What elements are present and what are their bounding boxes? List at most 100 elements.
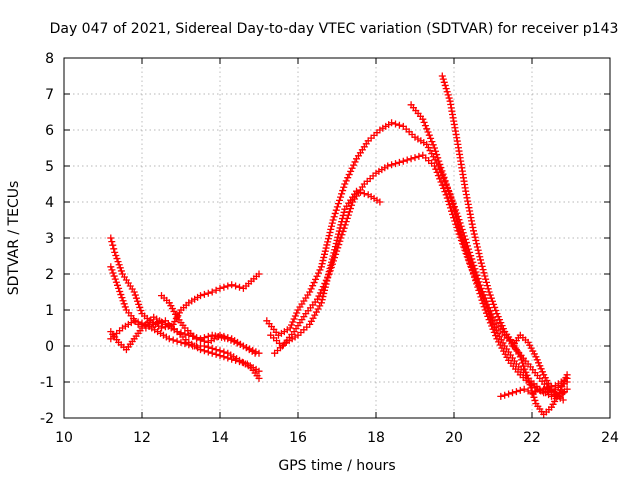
data-point-sample	[438, 181, 446, 189]
data-point	[454, 227, 462, 235]
data-point-sample	[110, 272, 118, 280]
data-point-sample	[395, 121, 403, 129]
data-point-sample	[293, 309, 301, 317]
data-point-sample	[437, 178, 445, 186]
data-point-sample	[446, 190, 454, 198]
data-point-sample	[434, 154, 442, 162]
data-point-sample	[224, 282, 232, 290]
data-point-sample	[488, 317, 496, 325]
data-point-sample	[460, 232, 468, 240]
data-point-sample	[335, 227, 343, 235]
data-point-sample	[433, 168, 441, 176]
data-point-sample	[481, 272, 489, 280]
data-point-sample	[323, 277, 331, 285]
data-point-sample	[455, 230, 463, 238]
data-point-sample	[309, 314, 317, 322]
data-point-sample	[346, 205, 354, 213]
data-point-sample	[499, 339, 507, 347]
data-point	[431, 144, 438, 152]
data-point	[341, 180, 349, 188]
data-point-sample	[392, 120, 399, 128]
data-point	[407, 155, 415, 163]
data-point-sample	[432, 147, 440, 155]
data-point	[251, 349, 259, 357]
data-point-sample	[348, 164, 356, 172]
data-point	[419, 115, 427, 123]
data-point-sample	[460, 243, 468, 251]
data-point-sample	[427, 134, 435, 142]
data-point-sample	[313, 272, 321, 280]
data-point-sample	[328, 219, 336, 227]
data-point-sample	[449, 199, 457, 207]
data-markers	[107, 72, 571, 418]
data-point-sample	[120, 300, 128, 308]
data-point-sample	[318, 260, 326, 268]
data-point	[384, 162, 392, 170]
data-point-sample	[491, 303, 499, 311]
data-point-sample	[429, 141, 437, 149]
x-tick-label: 22	[523, 430, 541, 446]
data-point-sample	[501, 391, 509, 399]
data-point-sample	[411, 154, 419, 162]
data-point-sample	[332, 206, 340, 214]
data-point	[470, 227, 477, 235]
data-point-sample	[475, 249, 483, 257]
data-point-sample	[505, 390, 513, 398]
data-point-sample	[338, 218, 346, 226]
data-point-sample	[112, 278, 120, 286]
data-point-sample	[321, 247, 329, 255]
data-point-sample	[536, 362, 544, 370]
data-point-sample	[200, 290, 208, 298]
data-point-sample	[448, 207, 456, 215]
data-point-sample	[324, 274, 332, 282]
data-point-sample	[456, 233, 464, 241]
data-point	[509, 389, 516, 397]
data-point	[329, 252, 337, 260]
data-point-sample	[451, 217, 459, 225]
data-point	[353, 187, 360, 195]
data-point-sample	[525, 378, 533, 386]
data-point-sample	[436, 175, 444, 183]
data-point-sample	[138, 319, 146, 327]
data-point-sample	[342, 177, 350, 185]
data-point-sample	[328, 255, 336, 263]
x-tick-label: 24	[601, 430, 619, 446]
data-point-sample	[453, 209, 461, 217]
data-point	[477, 284, 485, 292]
data-point-sample	[439, 170, 447, 178]
data-point-sample	[448, 196, 456, 204]
data-point-sample	[496, 316, 503, 324]
data-point-sample	[326, 228, 334, 236]
data-point	[177, 338, 185, 346]
data-point-sample	[310, 279, 318, 287]
data-point-sample	[307, 285, 315, 293]
data-point-sample	[232, 282, 240, 290]
data-point	[150, 320, 158, 328]
x-tick-label: 14	[211, 430, 229, 446]
data-point-sample	[330, 213, 338, 221]
x-tick-label: 16	[289, 430, 307, 446]
data-point	[216, 284, 224, 292]
data-point-sample	[328, 222, 336, 230]
data-point-sample	[321, 250, 329, 258]
data-point-sample	[116, 287, 124, 295]
data-point-sample	[421, 122, 429, 130]
data-point-sample	[117, 291, 125, 299]
data-point-sample	[503, 353, 511, 361]
data-point-sample	[483, 282, 491, 290]
data-point-sample	[137, 307, 145, 315]
data-point-sample	[131, 291, 139, 299]
data-point-sample	[345, 171, 353, 179]
data-point-sample	[474, 275, 482, 283]
data-point-sample	[115, 261, 123, 269]
gridlines	[64, 58, 610, 418]
data-point-sample	[347, 167, 355, 175]
data-point	[208, 331, 216, 339]
data-point-sample	[521, 365, 529, 373]
y-tick-label: 1	[45, 303, 54, 319]
data-point	[216, 331, 224, 339]
data-point-sample	[440, 78, 448, 86]
data-point-sample	[169, 336, 177, 344]
data-point-sample	[327, 225, 335, 233]
data-point	[516, 353, 524, 361]
